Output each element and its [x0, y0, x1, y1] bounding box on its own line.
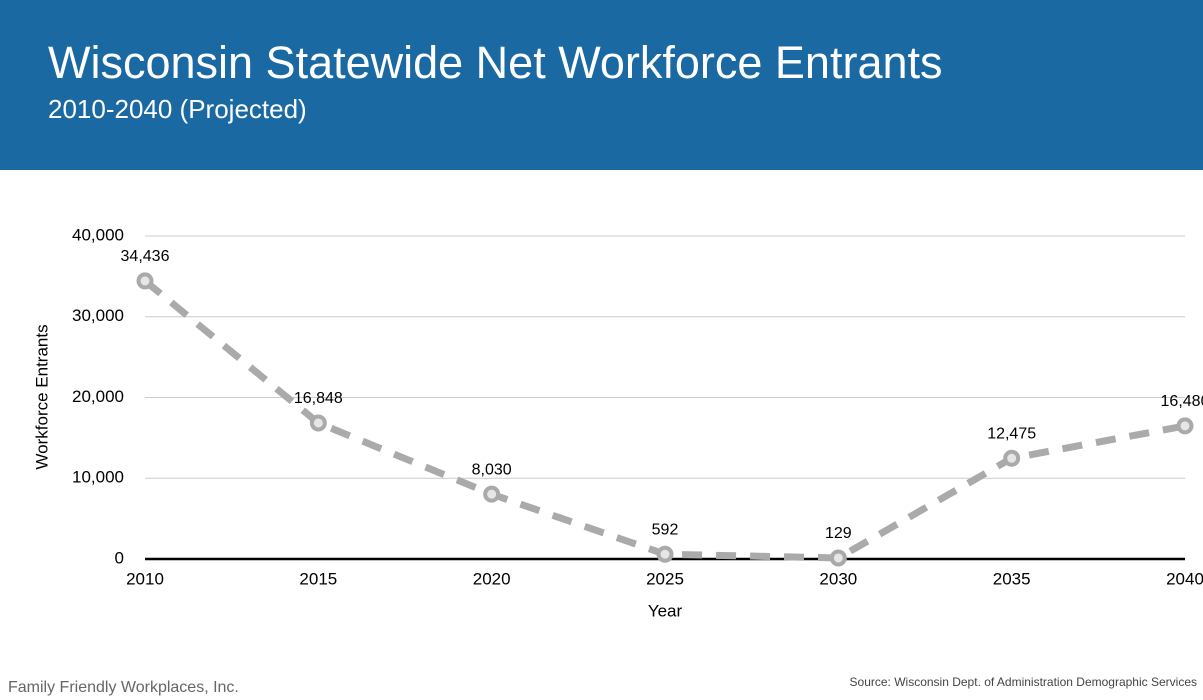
point — [136, 272, 154, 290]
point — [483, 485, 501, 503]
x-tick-label: 2015 — [299, 569, 337, 588]
y-axis-title: Workforce Entrants — [32, 324, 51, 469]
data-label: 16,848 — [294, 390, 343, 407]
point — [1003, 449, 1021, 467]
data-label: 34,436 — [121, 248, 170, 265]
data-label: 592 — [652, 521, 679, 538]
point — [1176, 417, 1194, 435]
x-tick-label: 2025 — [646, 569, 684, 588]
data-label: 129 — [825, 525, 852, 542]
point — [656, 545, 674, 563]
x-tick-label: 2020 — [473, 569, 511, 588]
chart-subtitle: 2010-2040 (Projected) — [48, 94, 307, 124]
y-tick-label: 0 — [115, 548, 124, 567]
y-tick-label: 40,000 — [72, 225, 124, 244]
header-band — [0, 0, 1203, 170]
x-tick-label: 2035 — [993, 569, 1031, 588]
y-tick-label: 30,000 — [72, 306, 124, 325]
x-tick-label: 2010 — [126, 569, 164, 588]
data-label: 8,030 — [472, 461, 512, 478]
point — [829, 549, 847, 567]
x-tick-label: 2030 — [819, 569, 857, 588]
line — [142, 278, 1186, 562]
footer: Family Friendly Workplaces, Inc. — [8, 679, 239, 696]
y-tick-label: 10,000 — [72, 468, 124, 487]
source: Source: Wisconsin Dept. of Administratio… — [850, 675, 1197, 689]
x-axis-title: Year — [648, 601, 683, 620]
data-label: 16,480 — [1161, 393, 1203, 410]
y-tick-label: 20,000 — [72, 387, 124, 406]
point — [309, 414, 327, 432]
data-label: 12,475 — [987, 425, 1036, 442]
x-tick-label: 2040 — [1166, 569, 1203, 588]
chart-title: Wisconsin Statewide Net Workforce Entran… — [48, 37, 943, 88]
